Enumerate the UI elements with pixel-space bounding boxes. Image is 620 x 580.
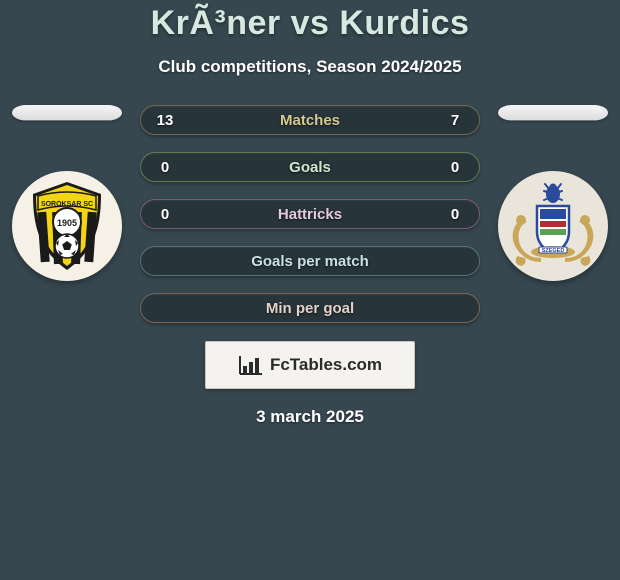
stat-right-value: 0 xyxy=(445,206,465,223)
brand-link[interactable]: FcTables.com xyxy=(205,341,415,389)
team-left-crest[interactable]: SOROKSAR SC 1905 xyxy=(12,171,122,281)
stat-label: Goals per match xyxy=(251,253,369,270)
szeged-crest-icon: SZEGED xyxy=(507,180,599,272)
bar-chart-icon xyxy=(238,354,264,376)
stat-row-matches: 13 Matches 7 xyxy=(140,105,480,135)
stat-left-value: 0 xyxy=(155,206,175,223)
brand-text: FcTables.com xyxy=(270,355,382,375)
svg-text:SZEGED: SZEGED xyxy=(542,248,565,254)
stat-left-value: 13 xyxy=(155,112,175,129)
stat-right-value: 0 xyxy=(445,159,465,176)
player-chip-left xyxy=(12,105,122,120)
date-text: 3 march 2025 xyxy=(0,407,620,427)
stat-label: Hattricks xyxy=(278,206,342,223)
stat-right-value: 7 xyxy=(445,112,465,129)
svg-text:1905: 1905 xyxy=(57,218,77,228)
stat-row-goals: 0 Goals 0 xyxy=(140,152,480,182)
team-right-crest[interactable]: SZEGED xyxy=(498,171,608,281)
page-subtitle: Club competitions, Season 2024/2025 xyxy=(0,57,620,77)
stat-left-value: 0 xyxy=(155,159,175,176)
team-left-column: SOROKSAR SC 1905 xyxy=(12,105,122,281)
widget-root: KrÃ³ner vs Kurdics Club competitions, Se… xyxy=(0,0,620,427)
stat-row-hattricks: 0 Hattricks 0 xyxy=(140,199,480,229)
svg-text:SOROKSAR SC: SOROKSAR SC xyxy=(41,201,93,208)
stat-label: Matches xyxy=(280,112,340,129)
main-content-row: SOROKSAR SC 1905 13 xyxy=(0,105,620,323)
stat-label: Min per goal xyxy=(266,300,354,317)
stats-column: 13 Matches 7 0 Goals 0 0 Hattricks 0 Goa… xyxy=(140,105,480,323)
soroksar-crest-icon: SOROKSAR SC 1905 xyxy=(27,182,107,270)
stat-row-goals-per-match: Goals per match xyxy=(140,246,480,276)
player-chip-right xyxy=(498,105,608,120)
team-right-column: SZEGED xyxy=(498,105,608,281)
stat-row-min-per-goal: Min per goal xyxy=(140,293,480,323)
stat-label: Goals xyxy=(289,159,331,176)
page-title: KrÃ³ner vs Kurdics xyxy=(0,4,620,43)
